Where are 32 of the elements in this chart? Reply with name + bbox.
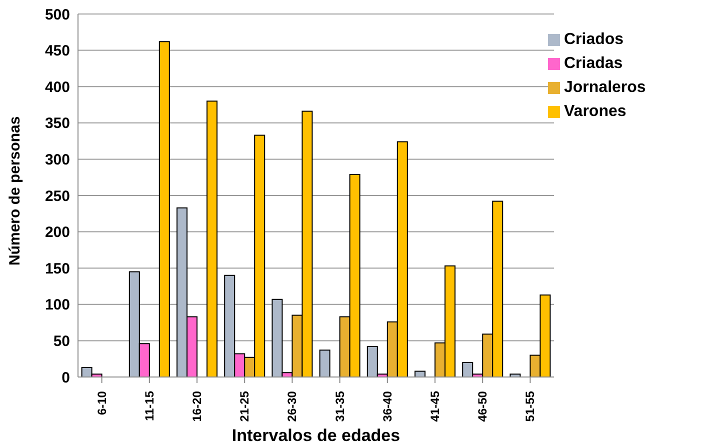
x-tick-label: 46-50 [476,390,490,422]
x-tick-label: 21-25 [238,390,252,422]
legend-label: Criadas [564,55,623,72]
y-tick-label: 350 [44,115,70,132]
y-tick-label: 250 [44,188,70,205]
x-tick-label: 31-35 [332,390,347,422]
y-tick-label: 100 [44,296,70,314]
y-tick-label: 200 [44,224,70,242]
x-tick-label: 36-40 [380,390,394,422]
legend-label: Jornaleros [564,79,646,96]
y-tick-label: 400 [44,78,70,96]
x-tick-label: 41-45 [428,390,442,422]
legend-label: Varones [564,103,626,120]
x-tick-label: 6-10 [94,390,109,416]
y-tick-label: 0 [62,369,70,386]
x-tick-label: 16-20 [190,390,204,422]
bar [510,374,521,377]
y-tick-label: 150 [44,260,70,278]
x-tick-label: 51-55 [523,390,538,422]
bar [319,350,330,377]
y-tick-label: 50 [53,333,70,350]
y-tick-label: 450 [44,42,70,60]
bar [158,41,170,377]
y-tick-label: 300 [44,152,70,169]
x-axis-title: Intervalos de edades [232,426,400,445]
y-tick-label: 500 [44,6,70,24]
y-axis-title: Número de personas [6,116,24,266]
bar [206,100,218,377]
bar [414,370,426,377]
x-tick-label: 11-15 [142,390,156,422]
x-tick-label: 26-30 [285,390,300,422]
legend-label: Criados [564,31,624,48]
